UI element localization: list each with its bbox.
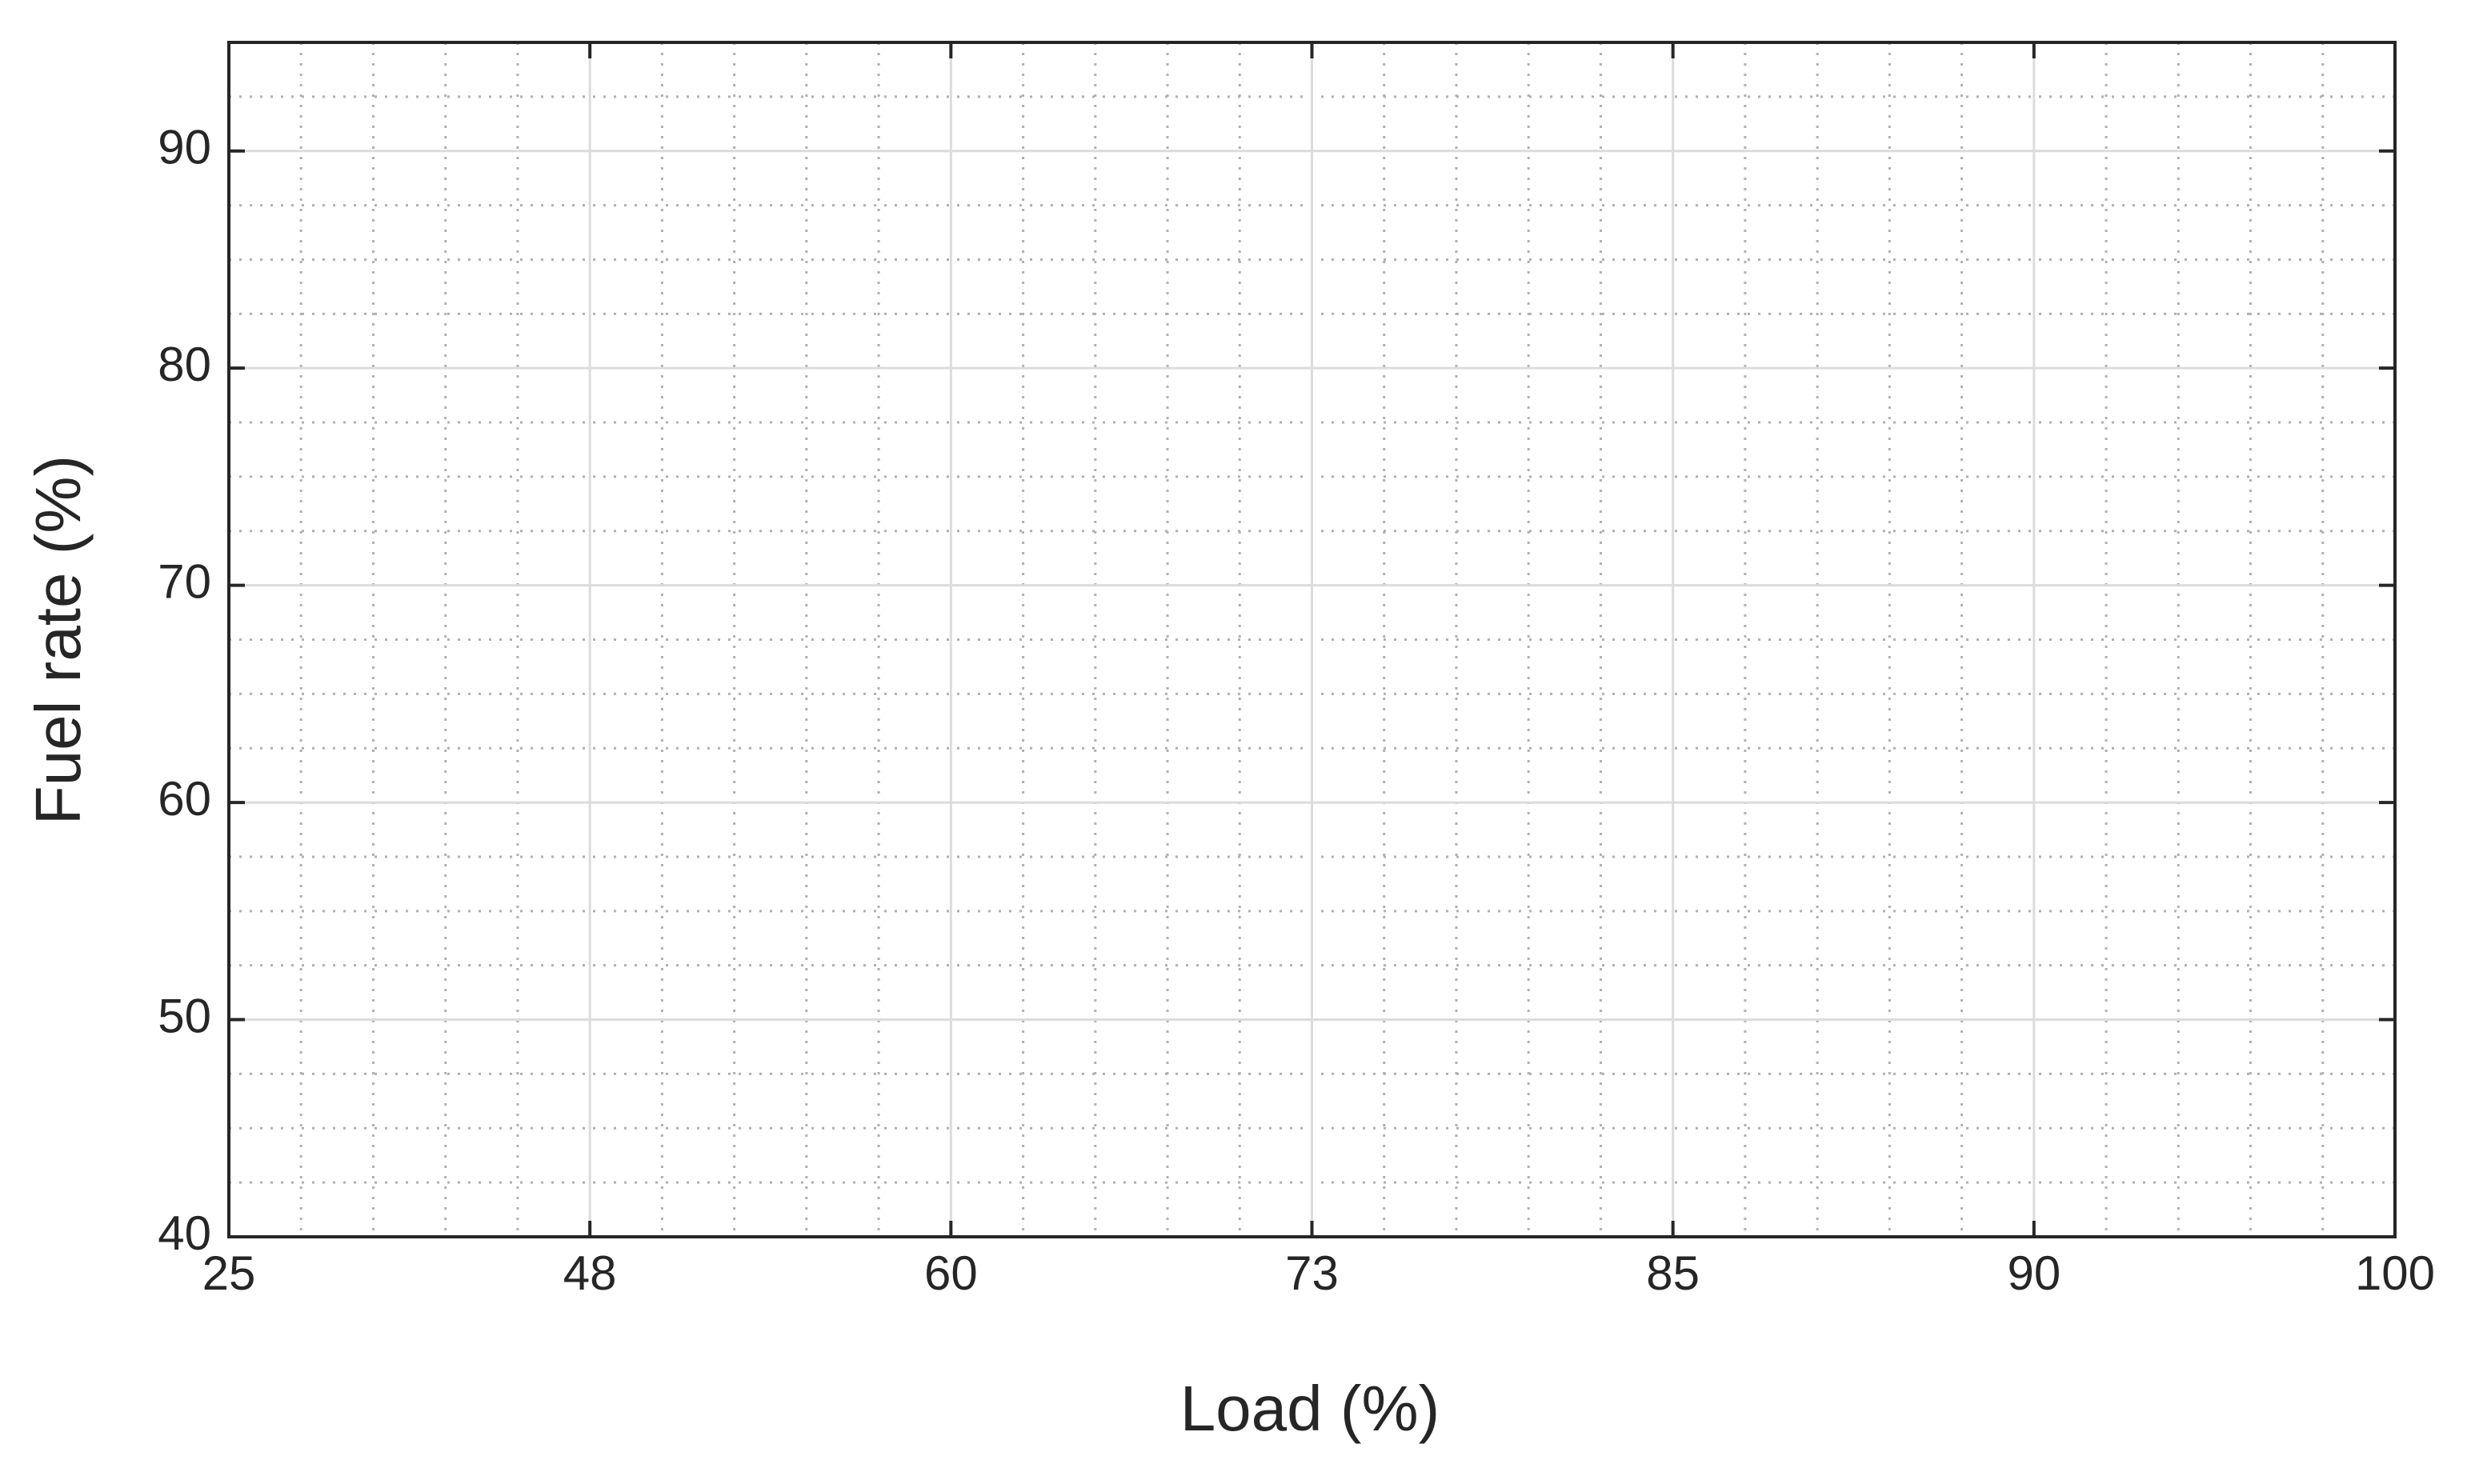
y-tick-label: 80 bbox=[158, 338, 211, 391]
x-tick-label: 60 bbox=[924, 1246, 978, 1300]
x-tick-label: 100 bbox=[2355, 1246, 2435, 1300]
y-tick-label: 90 bbox=[158, 121, 211, 174]
x-tick-label: 73 bbox=[1285, 1246, 1339, 1300]
y-tick-label: 40 bbox=[158, 1206, 211, 1260]
x-tick-label: 48 bbox=[563, 1246, 617, 1300]
x-tick-label: 85 bbox=[1646, 1246, 1700, 1300]
plot-frame bbox=[227, 41, 2397, 1238]
y-tick-label: 60 bbox=[158, 772, 211, 826]
x-tick-label: 90 bbox=[2007, 1246, 2061, 1300]
x-axis-title: Load (%) bbox=[1180, 1373, 1440, 1444]
x-tick-label: 25 bbox=[202, 1246, 256, 1300]
y-axis-title: Fuel rate (%) bbox=[22, 455, 94, 825]
y-tick-label: 50 bbox=[158, 989, 211, 1042]
y-tick-label: 70 bbox=[158, 554, 211, 608]
